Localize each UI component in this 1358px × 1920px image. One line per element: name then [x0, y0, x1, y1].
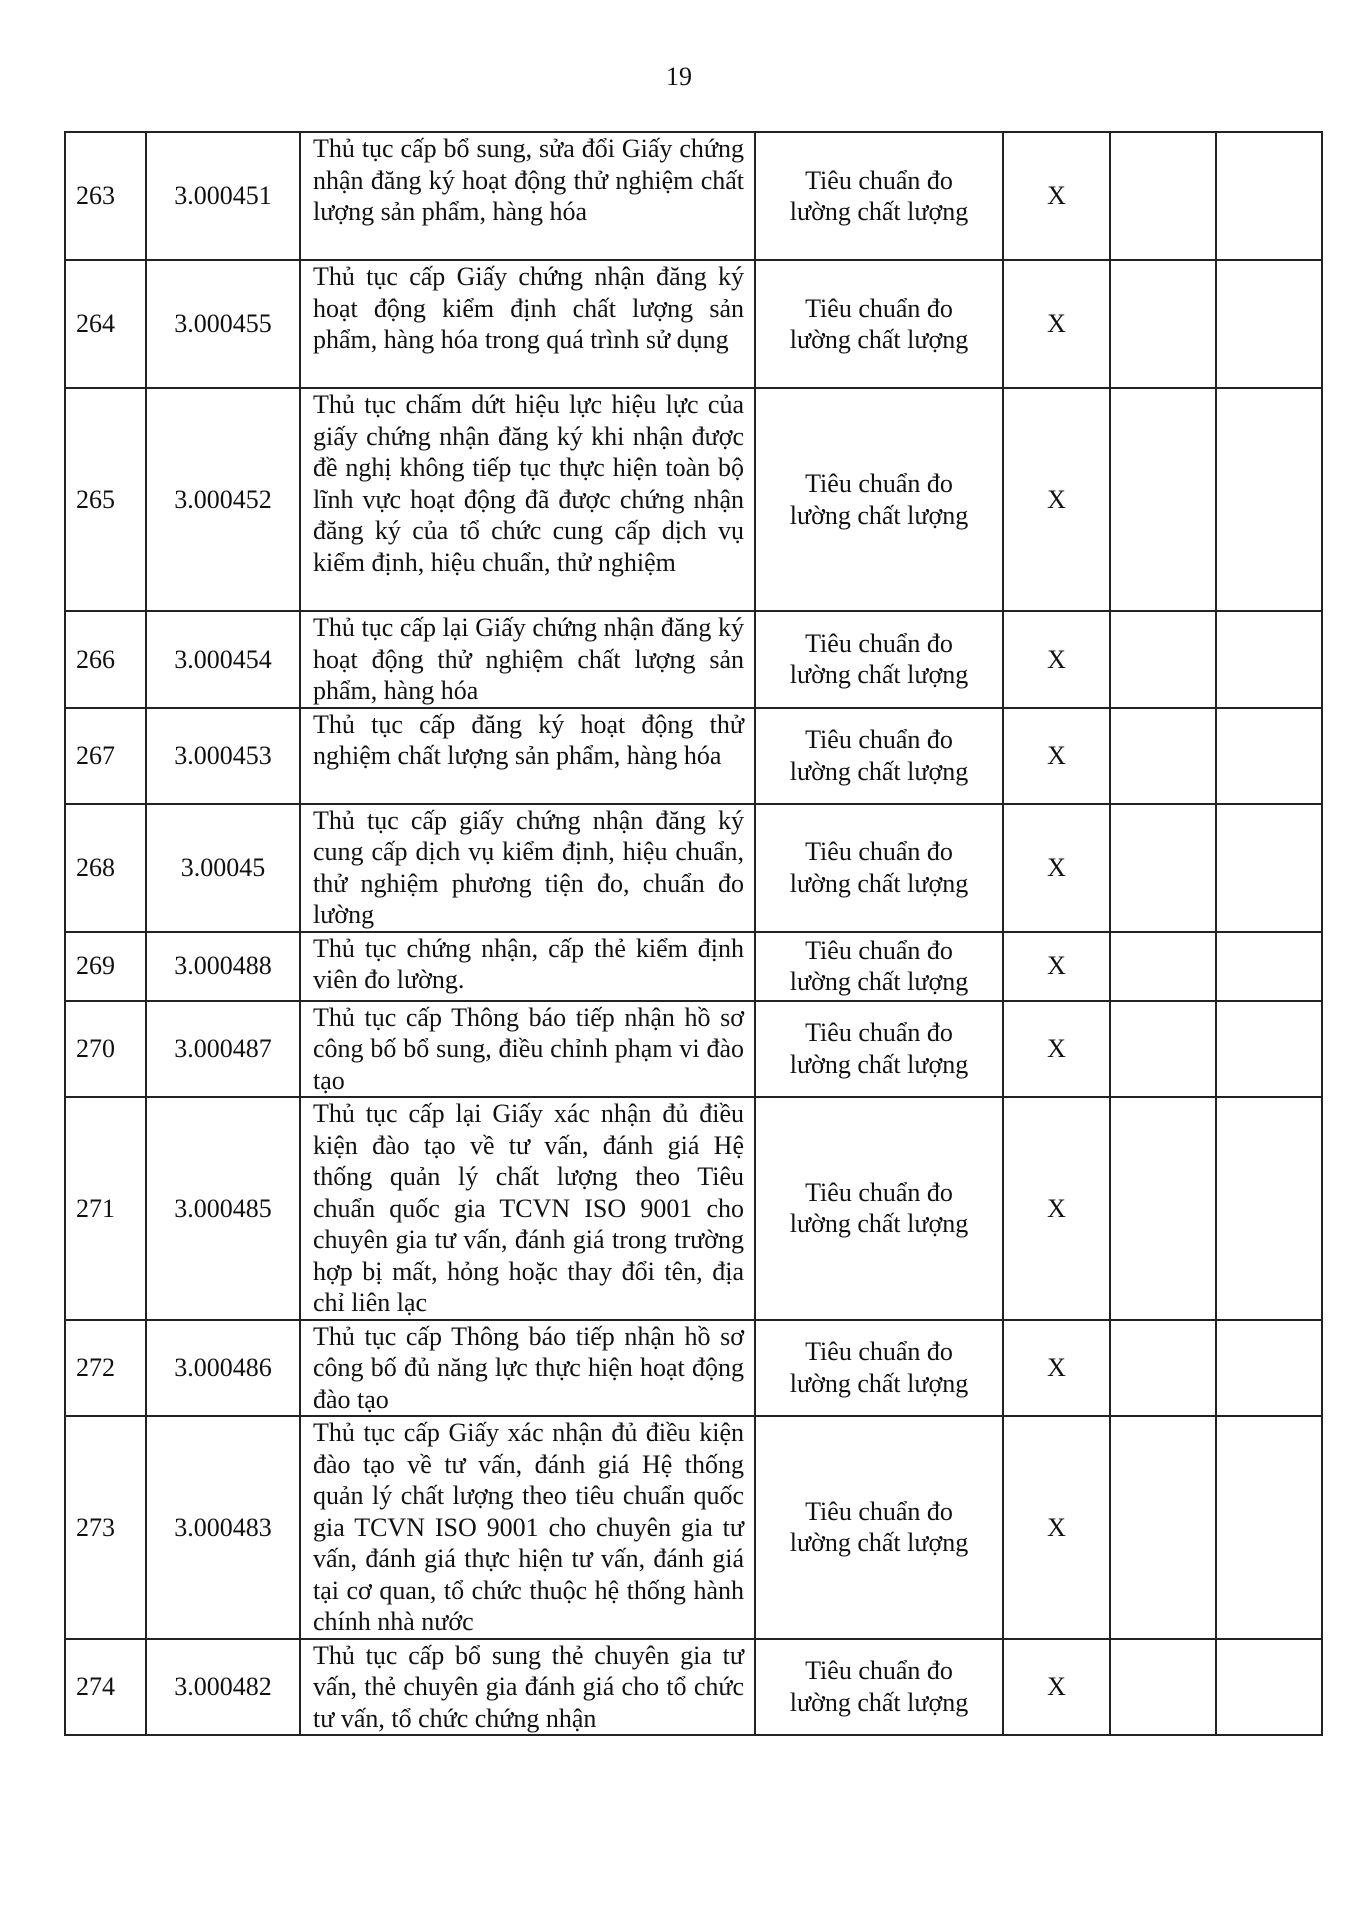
field-name: Tiêu chuẩn đo lường chất lượng: [754, 1096, 1004, 1321]
empty-cell: [1109, 930, 1217, 1002]
level-mark: X: [1002, 1637, 1111, 1736]
empty-cell: [1109, 1415, 1217, 1640]
table-row: 274 3.000482 Thủ tục cấp bổ sung thẻ chuyê…: [64, 1637, 1323, 1736]
field-name: Tiêu chuẩn đo lường chất lượng: [754, 610, 1004, 709]
level-mark: X: [1002, 610, 1111, 709]
row-number: 268: [64, 802, 147, 933]
table-row: 272 3.000486 Thủ tục cấp Thông báo tiếp nh…: [64, 1318, 1323, 1417]
procedure-code: 3.000483: [145, 1415, 301, 1640]
field-name: Tiêu chuẩn đo lường chất lượng: [754, 706, 1004, 805]
empty-cell: [1109, 999, 1217, 1098]
field-name: Tiêu chuẩn đo lường chất lượng: [754, 1415, 1004, 1640]
field-name: Tiêu chuẩn đo lường chất lượng: [754, 1637, 1004, 1736]
empty-cell: [1215, 1318, 1323, 1417]
empty-cell: [1215, 387, 1323, 612]
table-row: 265 3.000452 Thủ tục chấm dứt hiệu lực hiệ…: [64, 387, 1323, 612]
procedure-name: Thủ tục cấp bổ sung, sửa đổi Giấy chứng …: [299, 131, 756, 261]
procedure-name: Thủ tục cấp Giấy xác nhận đủ điều kiện đ…: [299, 1415, 756, 1640]
level-mark: X: [1002, 930, 1111, 1002]
procedures-table: 263 3.000451 Thủ tục cấp bổ sung, sửa đổi …: [64, 131, 1323, 1736]
empty-cell: [1215, 1637, 1323, 1736]
field-name: Tiêu chuẩn đo lường chất lượng: [754, 930, 1004, 1002]
procedure-code: 3.000453: [145, 706, 301, 805]
field-name: Tiêu chuẩn đo lường chất lượng: [754, 1318, 1004, 1417]
row-number: 274: [64, 1637, 147, 1736]
empty-cell: [1109, 610, 1217, 709]
empty-cell: [1215, 259, 1323, 389]
table-row: 270 3.000487 Thủ tục cấp Thông báo tiếp nh…: [64, 999, 1323, 1098]
level-mark: X: [1002, 1318, 1111, 1417]
field-name: Tiêu chuẩn đo lường chất lượng: [754, 387, 1004, 612]
page-number: 19: [666, 62, 692, 91]
level-mark: X: [1002, 1415, 1111, 1640]
procedure-code: 3.000454: [145, 610, 301, 709]
row-number: 269: [64, 930, 147, 1002]
procedure-name: Thủ tục cấp giấy chứng nhận đăng ký cung…: [299, 802, 756, 933]
level-mark: X: [1002, 706, 1111, 805]
procedure-code: 3.000452: [145, 387, 301, 612]
row-number: 264: [64, 259, 147, 389]
empty-cell: [1215, 1415, 1323, 1640]
level-mark: X: [1002, 999, 1111, 1098]
procedure-code: 3.00045: [145, 802, 301, 933]
level-mark: X: [1002, 387, 1111, 612]
level-mark: X: [1002, 1096, 1111, 1321]
row-number: 272: [64, 1318, 147, 1417]
field-name: Tiêu chuẩn đo lường chất lượng: [754, 131, 1004, 261]
procedure-name: Thủ tục cấp lại Giấy chứng nhận đăng ký …: [299, 610, 756, 709]
procedure-code: 3.000455: [145, 259, 301, 389]
table-row: 267 3.000453 Thủ tục cấp đăng ký hoạt động…: [64, 706, 1323, 805]
empty-cell: [1109, 131, 1217, 261]
empty-cell: [1109, 802, 1217, 933]
empty-cell: [1215, 610, 1323, 709]
empty-cell: [1109, 1318, 1217, 1417]
procedure-name: Thủ tục chứng nhận, cấp thẻ kiểm định vi…: [299, 930, 756, 1002]
empty-cell: [1109, 387, 1217, 612]
empty-cell: [1109, 1096, 1217, 1321]
level-mark: X: [1002, 131, 1111, 261]
row-number: 267: [64, 706, 147, 805]
table-row: 268 3.00045 Thủ tục cấp giấy chứng nhận đă…: [64, 802, 1323, 933]
empty-cell: [1109, 706, 1217, 805]
empty-cell: [1215, 131, 1323, 261]
table-row: 271 3.000485 Thủ tục cấp lại Giấy xác nhận…: [64, 1096, 1323, 1321]
row-number: 271: [64, 1096, 147, 1321]
empty-cell: [1215, 930, 1323, 1002]
table-row: 269 3.000488 Thủ tục chứng nhận, cấp thẻ k…: [64, 930, 1323, 1002]
row-number: 273: [64, 1415, 147, 1640]
empty-cell: [1215, 999, 1323, 1098]
field-name: Tiêu chuẩn đo lường chất lượng: [754, 999, 1004, 1098]
procedure-name: Thủ tục cấp lại Giấy xác nhận đủ điều ki…: [299, 1096, 756, 1321]
procedure-code: 3.000487: [145, 999, 301, 1098]
empty-cell: [1215, 802, 1323, 933]
empty-cell: [1215, 706, 1323, 805]
procedure-code: 3.000488: [145, 930, 301, 1002]
procedure-code: 3.000486: [145, 1318, 301, 1417]
procedure-code: 3.000482: [145, 1637, 301, 1736]
procedure-name: Thủ tục cấp Giấy chứng nhận đăng ký hoạt…: [299, 259, 756, 389]
row-number: 265: [64, 387, 147, 612]
empty-cell: [1215, 1096, 1323, 1321]
empty-cell: [1109, 1637, 1217, 1736]
procedure-name: Thủ tục cấp Thông báo tiếp nhận hồ sơ cô…: [299, 1318, 756, 1417]
row-number: 270: [64, 999, 147, 1098]
procedure-name: Thủ tục cấp Thông báo tiếp nhận hồ sơ cô…: [299, 999, 756, 1098]
procedure-code: 3.000451: [145, 131, 301, 261]
field-name: Tiêu chuẩn đo lường chất lượng: [754, 259, 1004, 389]
procedure-name: Thủ tục cấp bổ sung thẻ chuyên gia tư vấ…: [299, 1637, 756, 1736]
table-row: 273 3.000483 Thủ tục cấp Giấy xác nhận đủ …: [64, 1415, 1323, 1640]
empty-cell: [1109, 259, 1217, 389]
row-number: 266: [64, 610, 147, 709]
procedure-name: Thủ tục chấm dứt hiệu lực hiệu lực của g…: [299, 387, 756, 612]
field-name: Tiêu chuẩn đo lường chất lượng: [754, 802, 1004, 933]
level-mark: X: [1002, 259, 1111, 389]
row-number: 263: [64, 131, 147, 261]
table-row: 263 3.000451 Thủ tục cấp bổ sung, sửa đổi …: [64, 131, 1323, 261]
procedure-code: 3.000485: [145, 1096, 301, 1321]
table-row: 264 3.000455 Thủ tục cấp Giấy chứng nhận đ…: [64, 259, 1323, 389]
procedure-name: Thủ tục cấp đăng ký hoạt động thử nghiệm…: [299, 706, 756, 805]
table-row: 266 3.000454 Thủ tục cấp lại Giấy chứng nh…: [64, 610, 1323, 709]
level-mark: X: [1002, 802, 1111, 933]
